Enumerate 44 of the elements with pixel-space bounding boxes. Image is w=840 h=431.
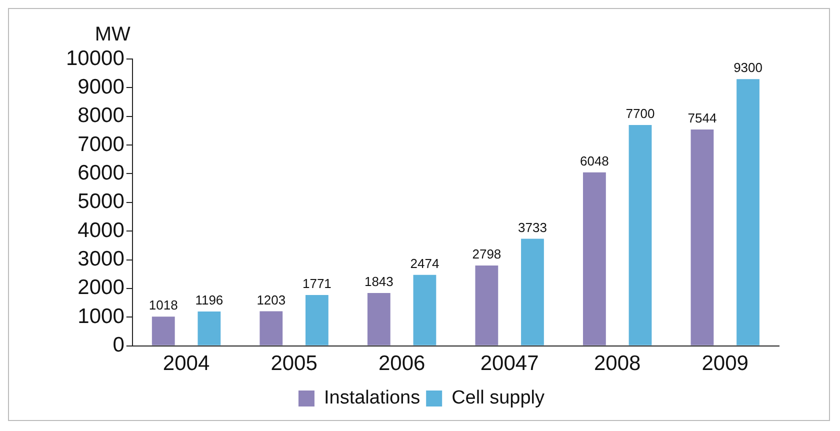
data-label: 1203 [256, 292, 286, 308]
y-tick-label: 1000 [78, 304, 124, 328]
legend-label: Instalations [324, 388, 420, 409]
x-tick-label: 2006 [378, 352, 426, 376]
bar [628, 124, 652, 346]
legend-label: Cell supply [452, 388, 546, 409]
x-tick-label: 2009 [702, 352, 748, 376]
bar [152, 316, 175, 346]
bar [260, 311, 283, 346]
y-tick-label: 8000 [78, 104, 124, 128]
bar [306, 295, 328, 346]
y-tick-label: 9000 [78, 75, 124, 98]
bar [198, 312, 221, 346]
y-tick-label: 2000 [78, 276, 124, 300]
y-tick-label: 7000 [78, 132, 124, 156]
bar [367, 292, 390, 346]
x-tick-label: 2008 [594, 352, 641, 376]
bar [475, 266, 498, 346]
data-label: 1771 [302, 276, 332, 292]
y-axis-title: MW [94, 24, 131, 46]
data-label: 1196 [195, 292, 224, 308]
data-label: 2474 [410, 256, 440, 271]
bar [583, 172, 606, 346]
data-label: 1018 [148, 298, 178, 313]
data-label: 9300 [734, 60, 762, 76]
y-tick-label: 10000 [66, 46, 124, 70]
bar [736, 79, 760, 346]
y-tick-label: 0 [112, 334, 124, 357]
data-label: 1843 [364, 274, 394, 290]
y-tick-label: 3000 [78, 248, 124, 271]
data-label: 6048 [580, 153, 609, 168]
bar [690, 129, 714, 346]
data-label: 7700 [626, 106, 655, 122]
y-tick-label: 6000 [78, 162, 124, 185]
bar [521, 238, 544, 346]
data-label: 2798 [472, 246, 502, 262]
x-tick-label: 2004 [162, 352, 210, 376]
data-label: 3733 [518, 220, 547, 235]
x-tick-label: 2005 [270, 352, 318, 376]
bar [413, 274, 436, 346]
data-label: 7544 [688, 110, 717, 126]
y-tick-label: 4000 [78, 218, 124, 242]
y-tick-label: 5000 [78, 190, 124, 214]
x-tick-label: 20047 [480, 352, 539, 376]
